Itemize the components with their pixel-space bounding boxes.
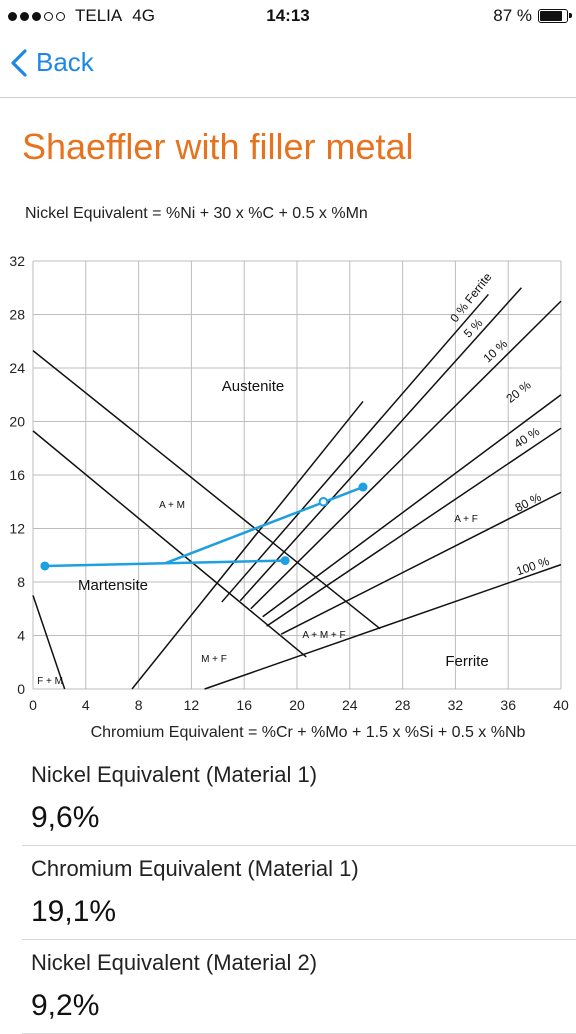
label-ferrite-0: 0 % Ferrite — [447, 270, 494, 325]
x-tick-label: 40 — [553, 697, 569, 713]
label-ferrite-80: 80 % — [513, 490, 544, 515]
status-left: TELIA 4G — [8, 6, 155, 26]
result-value: 19,1% — [31, 895, 117, 928]
x-tick-label: 24 — [342, 697, 358, 713]
back-button[interactable]: Back — [10, 47, 94, 78]
mix-point — [318, 496, 329, 507]
filler-to-material-1-line — [44, 559, 286, 568]
filler-point — [40, 561, 50, 571]
label-ferrite-10: 10 % — [480, 336, 510, 365]
x-tick-label: 4 — [82, 697, 90, 713]
result-value: 9,2% — [31, 989, 100, 1022]
material-2-point — [358, 482, 368, 492]
dilution-line — [164, 485, 364, 565]
back-label: Back — [36, 47, 94, 77]
boundary-ferrite-5 — [239, 287, 522, 602]
x-tick-label: 16 — [236, 697, 252, 713]
boundary-m-a-bottom — [32, 430, 307, 658]
battery-icon — [538, 9, 572, 23]
boundary-m-a-top — [32, 350, 381, 630]
boundary-ferrite-0 — [221, 293, 489, 603]
region-m-f: M + F — [201, 654, 227, 665]
chart-ticks: 0 4 8 12 16 20 24 28 32 36 40 0 4 8 12 16 20 24 28 32 — [9, 253, 569, 713]
battery-percent: 87 % — [493, 6, 532, 25]
schaeffler-diagram: 0 4 8 12 16 20 24 28 32 36 40 0 4 8 12 16 20 24 28 32 Auste… — [9, 253, 569, 741]
y-tick-label: 0 — [17, 681, 25, 697]
chart-grid — [32, 260, 562, 690]
navigation-bar: Back — [0, 32, 576, 98]
result-label: Chromium Equivalent (Material 1) — [31, 856, 359, 881]
x-tick-label: 32 — [448, 697, 464, 713]
page-title: Shaeffler with filler metal — [22, 126, 414, 167]
result-label: Nickel Equivalent (Material 1) — [31, 762, 318, 787]
result-nickel-material-1: Nickel Equivalent (Material 1) 9,6% — [22, 752, 576, 846]
region-austenite: Austenite — [222, 378, 285, 395]
boundary-ferrite-10 — [250, 300, 562, 610]
signal-icon — [8, 11, 65, 21]
material-1-point — [280, 556, 290, 566]
boundary-lines — [32, 287, 562, 690]
carrier-name: TELIA — [75, 6, 123, 25]
region-f-m: F + M — [37, 676, 63, 687]
chromium-formula: Chromium Equivalent = %Cr + %Mo + 1.5 x … — [91, 724, 526, 741]
status-bar: TELIA 4G 14:13 87 % — [0, 0, 576, 32]
x-tick-label: 8 — [135, 697, 143, 713]
region-ferrite: Ferrite — [445, 653, 488, 670]
result-nickel-material-2: Nickel Equivalent (Material 2) 9,2% — [22, 940, 576, 1034]
y-tick-label: 12 — [9, 521, 25, 537]
boundary-ferrite-80 — [280, 491, 562, 635]
x-tick-label: 36 — [500, 697, 516, 713]
result-value: 9,6% — [31, 801, 100, 834]
y-tick-label: 4 — [17, 628, 25, 644]
filler-dilution-path — [40, 482, 368, 571]
region-a-m: A + M — [159, 500, 185, 511]
y-tick-label: 20 — [9, 414, 25, 430]
y-tick-label: 8 — [17, 574, 25, 590]
boundary-m-f — [131, 400, 364, 690]
region-a-f: A + F — [454, 514, 478, 525]
boundary-ferrite-100 — [204, 563, 562, 690]
y-tick-label: 32 — [9, 253, 25, 269]
y-tick-label: 28 — [9, 307, 25, 323]
result-label: Nickel Equivalent (Material 2) — [31, 950, 318, 975]
status-right: 87 % — [493, 6, 572, 26]
result-chromium-material-1: Chromium Equivalent (Material 1) 19,1% — [22, 846, 576, 940]
x-tick-label: 12 — [184, 697, 200, 713]
boundary-ferrite-20 — [262, 394, 562, 618]
x-tick-label: 20 — [289, 697, 305, 713]
region-labels: Austenite Martensite Ferrite A + M A + F… — [37, 270, 551, 687]
region-a-m-f: A + M + F — [302, 630, 345, 641]
y-tick-label: 16 — [9, 467, 25, 483]
x-tick-label: 28 — [395, 697, 411, 713]
boundary-ferrite-40 — [266, 427, 562, 627]
region-martensite: Martensite — [78, 577, 148, 594]
chevron-left-icon — [11, 48, 27, 77]
boundary-f-m — [32, 595, 66, 690]
network-type: 4G — [132, 6, 155, 25]
label-ferrite-5: 5 % — [461, 316, 486, 341]
status-time: 14:13 — [266, 6, 310, 25]
results-list: Nickel Equivalent (Material 1) 9,6% Chro… — [0, 752, 576, 1034]
x-tick-label: 0 — [29, 697, 37, 713]
nickel-formula: Nickel Equivalent = %Ni + 30 x %C + 0.5 … — [25, 205, 368, 222]
y-tick-label: 24 — [9, 360, 25, 376]
